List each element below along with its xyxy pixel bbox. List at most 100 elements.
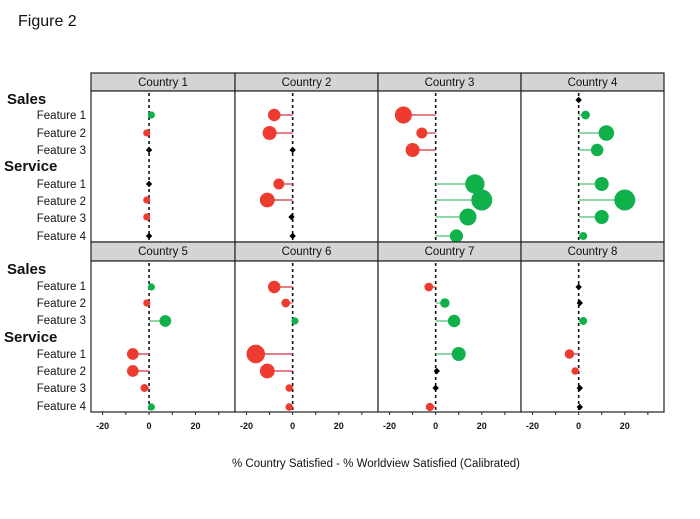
negative-point	[405, 143, 420, 157]
neutral-marker	[576, 299, 584, 307]
neutral-marker	[576, 403, 584, 411]
negative-point	[564, 349, 575, 359]
neutral-marker	[575, 96, 582, 104]
x-tick-label: 20	[334, 421, 344, 431]
x-tick-label: -20	[383, 421, 396, 431]
positive-point	[159, 315, 172, 327]
row-label: Feature 3	[37, 145, 86, 157]
negative-point	[571, 367, 579, 375]
negative-point	[425, 402, 435, 412]
panel-title: Country 2	[282, 77, 332, 89]
neutral-marker	[289, 146, 296, 154]
positive-point	[465, 174, 485, 194]
panel-country-2: Country 2	[234, 72, 379, 243]
neutral-marker	[145, 232, 153, 240]
negative-point	[126, 365, 139, 377]
positive-point	[459, 208, 477, 226]
negative-point	[267, 280, 281, 294]
positive-point	[614, 189, 636, 211]
neutral-marker	[145, 146, 153, 154]
positive-point	[594, 210, 609, 224]
row-label: Feature 2	[37, 298, 86, 310]
x-tick-label: 0	[290, 421, 295, 431]
positive-point	[598, 125, 615, 141]
positive-point	[579, 232, 588, 240]
positive-point	[451, 347, 466, 361]
neutral-marker	[432, 384, 439, 392]
x-tick-label: -20	[240, 421, 253, 431]
panels: Country 1 Country 2 Country 3 Country 4 Coun…	[90, 72, 665, 413]
group-label-sales: Sales	[7, 261, 46, 278]
negative-point	[126, 348, 139, 360]
x-tick-label: 20	[191, 421, 201, 431]
panel-frame	[234, 260, 379, 413]
x-tick-label: 20	[620, 421, 630, 431]
panel-country-5: Country 5	[90, 241, 236, 413]
negative-point	[143, 213, 151, 221]
positive-point	[579, 317, 588, 325]
panel-title: Country 6	[282, 246, 332, 258]
x-tick-label: 0	[576, 421, 581, 431]
neutral-marker	[575, 283, 582, 291]
negative-point	[273, 178, 285, 190]
panel-frame	[90, 260, 236, 413]
panel-frame	[234, 90, 379, 243]
positive-point	[147, 111, 155, 119]
negative-point	[285, 384, 293, 392]
row-label: Feature 3	[37, 213, 86, 225]
group-label-service: Service	[4, 158, 57, 175]
panel-frame	[90, 90, 236, 243]
positive-point	[147, 283, 155, 291]
negative-point	[246, 344, 266, 364]
group-label-service: Service	[4, 329, 57, 346]
negative-point	[267, 108, 281, 122]
neutral-marker	[576, 384, 584, 392]
panel-frame	[520, 260, 665, 413]
negative-point	[416, 127, 428, 139]
panel-country-3: Country 3	[377, 72, 522, 243]
x-axes: -20 0 20 -20 0 20 -20 0 20 -20 0 20	[96, 412, 649, 431]
panel-title: Country 8	[568, 246, 618, 258]
negative-point	[259, 192, 275, 208]
panel-title: Country 4	[568, 77, 618, 89]
positive-point	[291, 317, 299, 325]
x-tick-label: -20	[526, 421, 539, 431]
positive-point	[581, 110, 590, 120]
figure-title: Figure 2	[18, 13, 77, 30]
row-label: Feature 4	[37, 401, 87, 413]
negative-point	[143, 196, 151, 204]
row-label: Feature 2	[37, 128, 86, 140]
neutral-marker	[433, 367, 441, 375]
negative-point	[281, 298, 291, 308]
panel-title: Country 1	[138, 77, 188, 89]
positive-point	[590, 143, 604, 157]
row-label: Feature 3	[37, 383, 86, 395]
row-label: Feature 1	[37, 349, 86, 361]
row-label: Feature 2	[37, 196, 86, 208]
panel-country-4: Country 4	[520, 72, 665, 243]
x-axis-label: % Country Satisfied - % Worldview Satisf…	[232, 458, 520, 470]
panel-title: Country 7	[425, 246, 475, 258]
neutral-marker	[288, 213, 295, 221]
x-tick-label: 0	[147, 421, 152, 431]
negative-point	[424, 282, 434, 292]
row-label: Feature 1	[37, 110, 86, 122]
positive-point	[147, 403, 155, 411]
x-tick-label: 20	[477, 421, 487, 431]
x-tick-label: 0	[433, 421, 438, 431]
negative-point	[285, 403, 293, 411]
panel-frame	[377, 260, 522, 413]
negative-point	[262, 126, 277, 140]
positive-point	[471, 189, 493, 211]
positive-point	[449, 229, 464, 243]
group-label-sales: Sales	[7, 91, 46, 108]
row-label: Feature 1	[37, 179, 86, 191]
panel-country-8: Country 8	[520, 241, 665, 413]
positive-point	[447, 314, 461, 328]
row-label: Feature 3	[37, 315, 86, 327]
negative-point	[143, 299, 151, 307]
x-tick-label: -20	[96, 421, 109, 431]
neutral-marker	[289, 232, 296, 240]
